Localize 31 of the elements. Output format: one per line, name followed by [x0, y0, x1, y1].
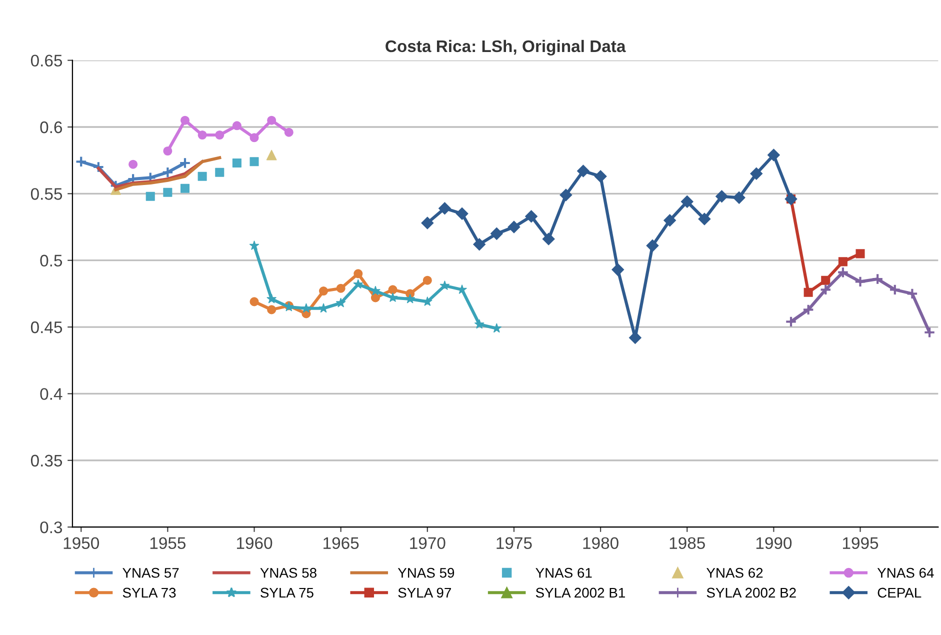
- y-tick-label: 0.45: [30, 321, 62, 334]
- y-tick-label: 0.65: [30, 54, 62, 67]
- legend-label: SYLA 97: [398, 588, 451, 598]
- x-tick-label: 1960: [236, 537, 272, 550]
- y-tick-label: 0.55: [30, 188, 62, 200]
- legend-label: YNAS 61: [536, 568, 592, 578]
- y-tick-label: 0.6: [40, 121, 62, 134]
- y-tick-label: 0.4: [40, 388, 62, 400]
- legend-label: YNAS 58: [260, 568, 316, 578]
- legend-label: YNAS 62: [706, 568, 763, 578]
- legend-label: SYLA 2002 B1: [536, 588, 625, 598]
- x-tick-label: 1950: [64, 537, 100, 550]
- legend-label: CEPAL: [878, 588, 922, 598]
- x-tick-label: 1955: [150, 537, 186, 550]
- y-tick-label: 0.5: [40, 254, 62, 267]
- x-tick-label: 1995: [842, 537, 878, 550]
- legend-label: SYLA 75: [260, 588, 314, 598]
- y-tick-label: 0.35: [30, 454, 62, 467]
- y-tick-label: 0.3: [40, 521, 62, 534]
- legend-label: YNAS 57: [122, 568, 179, 578]
- x-tick-label: 1965: [324, 537, 359, 550]
- x-tick-label: 1975: [496, 537, 532, 550]
- legend-label: YNAS 59: [398, 568, 454, 578]
- x-tick-label: 1970: [410, 537, 446, 550]
- legend-label: YNAS 64: [877, 568, 934, 578]
- x-tick-label: 1985: [670, 537, 705, 550]
- legend-label: SYLA 2002 B2: [706, 588, 796, 598]
- x-tick-label: 1990: [756, 537, 792, 550]
- legend-label: SYLA 73: [122, 588, 176, 598]
- x-tick-label: 1980: [583, 537, 618, 550]
- chart-title: Costa Rica: LSh, Original Data: [386, 40, 626, 56]
